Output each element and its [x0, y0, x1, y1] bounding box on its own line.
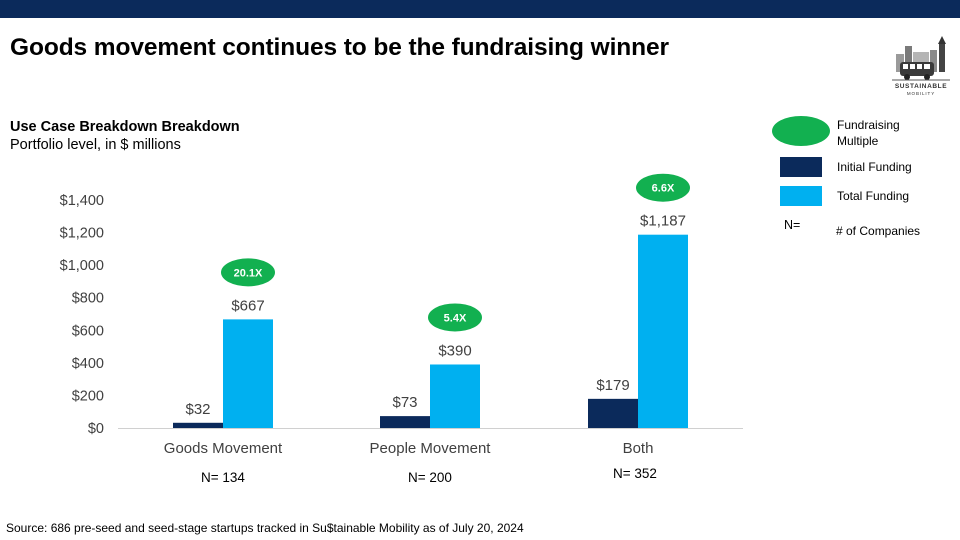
- chart-subtitle: Portfolio level, in $ millions: [10, 137, 181, 153]
- multiple-badge: [636, 173, 690, 202]
- page-title: Goods movement continues to be the fundr…: [10, 34, 669, 61]
- legend-total-label: Total Funding: [837, 189, 910, 203]
- company-count-label: N= 134: [201, 470, 245, 485]
- legend-initial-label: Initial Funding: [837, 160, 912, 174]
- multiple-badge: [221, 258, 275, 287]
- x-category-label: Both: [623, 440, 654, 457]
- city-bus-icon: [890, 32, 952, 84]
- bar-initial-funding: [380, 416, 430, 428]
- y-tick-label: $400: [72, 356, 104, 372]
- logo-wordmark: SUSTAINABLE: [894, 83, 948, 90]
- legend-multiple-label: Fundraising Multiple: [837, 118, 900, 148]
- sustainable-mobility-logo: SUSTAINABLE MOBILITY: [890, 32, 952, 100]
- chart-title: Use Case Breakdown Breakdown: [10, 119, 240, 135]
- y-tick-label: $1,000: [60, 258, 104, 274]
- y-tick-label: $800: [72, 291, 104, 307]
- data-label-total: $390: [438, 342, 471, 359]
- multiple-label: 5.4X: [444, 312, 467, 324]
- x-category-label: People Movement: [370, 440, 492, 457]
- x-category-label: Goods Movement: [164, 440, 283, 457]
- top-banner: [0, 0, 960, 18]
- source-footnote: Source: 686 pre-seed and seed-stage star…: [6, 521, 524, 535]
- bar-total-funding: [223, 319, 273, 428]
- data-label-initial: $73: [392, 394, 417, 411]
- company-count-label: N= 200: [408, 470, 452, 485]
- multiple-label: 6.6X: [652, 183, 675, 195]
- data-label-total: $1,187: [640, 213, 686, 230]
- data-label-initial: $32: [185, 401, 210, 418]
- logo-subtitle: MOBILITY: [906, 91, 936, 96]
- legend-n-symbol: N=: [784, 218, 801, 232]
- legend-multiple-swatch: [772, 116, 830, 146]
- data-label-initial: $179: [596, 377, 629, 394]
- y-tick-label: $0: [88, 421, 104, 437]
- legend-initial-swatch: [780, 157, 822, 177]
- multiple-label: 20.1X: [234, 267, 263, 279]
- y-tick-label: $1,200: [60, 226, 104, 242]
- bar-initial-funding: [173, 422, 223, 428]
- multiple-badge: [428, 303, 482, 332]
- bar-total-funding: [430, 364, 480, 428]
- company-count-label: N= 352: [613, 466, 657, 481]
- y-tick-label: $1,400: [60, 193, 104, 209]
- legend-total-swatch: [780, 186, 822, 206]
- y-tick-label: $600: [72, 323, 104, 339]
- bar-initial-funding: [588, 398, 638, 428]
- data-label-total: $667: [231, 297, 264, 314]
- bar-total-funding: [638, 234, 688, 428]
- legend-n-label: # of Companies: [836, 224, 921, 238]
- y-tick-label: $200: [72, 388, 104, 404]
